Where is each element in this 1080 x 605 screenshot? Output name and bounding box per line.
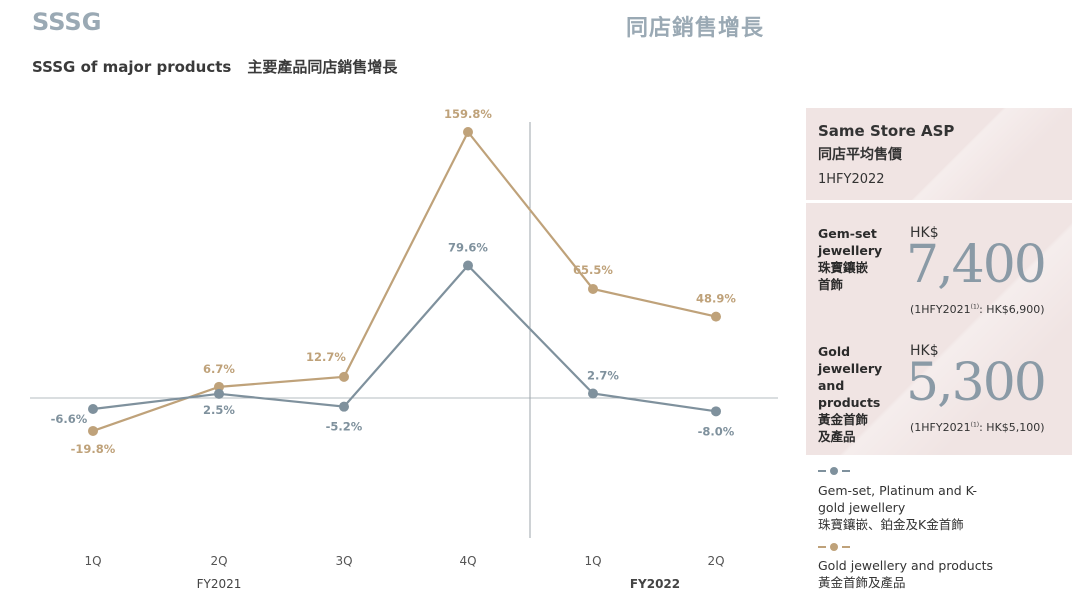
asp-values-panel: Gem-set jewellery 珠寶鑲嵌 首飾 HK$ 7,400 (1HF… (806, 203, 1072, 455)
data-label: 12.7% (306, 350, 346, 364)
asp-item-label-line: 珠寶鑲嵌 (818, 260, 869, 275)
x-tick-label: 2Q (707, 554, 724, 568)
data-point (214, 388, 224, 399)
chart-subtitle: SSSG of major products 主要產品同店銷售增長 (32, 56, 397, 77)
asp-title-zh: 同店平均售價 (818, 147, 902, 163)
data-label: 6.7% (203, 362, 235, 376)
data-point (88, 403, 98, 414)
data-label: 48.9% (696, 292, 736, 306)
asp-prev-value: : HK$5,100) (979, 421, 1045, 434)
data-point (88, 425, 98, 436)
data-label: 159.8% (444, 107, 492, 121)
x-tick-label: 1Q (84, 554, 101, 568)
asp-item-currency: HK$ (910, 343, 939, 359)
data-point (588, 388, 598, 399)
asp-period: 1HFY2022 (818, 172, 885, 187)
data-point (339, 401, 349, 412)
x-tick-label: 3Q (335, 554, 352, 568)
asp-item-label-line: Gem-set (818, 226, 877, 241)
data-label: -8.0% (698, 424, 735, 438)
sssg-line-chart: 1Q 2Q 3Q 4Q 1Q 2Q FY2021 FY2022 -19.8% 6.7% 12.7% 1… (30, 107, 778, 591)
x-group-label: FY2021 (197, 577, 242, 591)
asp-item-currency: HK$ (910, 225, 939, 241)
asp-header-panel: Same Store ASP 同店平均售價 1HFY2022 (806, 108, 1072, 200)
data-label: 65.5% (573, 263, 613, 277)
asp-item-label-line: 首飾 (818, 277, 844, 292)
x-group-label: FY2022 (630, 577, 680, 591)
footnote-ref: (1) (970, 421, 980, 429)
asp-item-label-line: products (818, 395, 881, 410)
data-point (588, 283, 598, 294)
data-label: -6.6% (51, 412, 88, 426)
asp-item-label-line: 及產品 (818, 429, 856, 444)
data-point (711, 311, 721, 322)
asp-title: Same Store ASP (818, 122, 955, 140)
legend-marker-gold (818, 543, 850, 551)
x-tick-label: 4Q (459, 554, 476, 568)
x-tick-label: 2Q (210, 554, 227, 568)
legend-entry-gemset: Gem-set, Platinum and K-gold jewellery 珠… (818, 482, 988, 533)
chart-subtitle-en: SSSG of major products (32, 58, 232, 76)
x-tick-label: 1Q (584, 554, 601, 568)
data-point (463, 127, 473, 137)
asp-item-label-line: Gold (818, 344, 851, 359)
asp-prev-label: (1HFY2021 (910, 421, 971, 434)
data-label: 2.5% (203, 403, 235, 417)
asp-item-label-line: and (818, 378, 845, 393)
data-point (711, 406, 721, 417)
asp-item-label: Gem-set jewellery 珠寶鑲嵌 首飾 (818, 225, 882, 293)
asp-item-previous: (1HFY2021(1): HK$5,100) (910, 421, 1045, 434)
legend-entry-gold: Gold jewellery and products 黃金首飾及產品 (818, 557, 993, 591)
legend-label-en: Gold jewellery and products (818, 558, 994, 573)
legend-label-zh: 黃金首飾及產品 (818, 575, 906, 590)
legend-marker-gemset (818, 467, 850, 475)
data-point (214, 381, 224, 392)
series-line (92, 129, 717, 432)
data-point (463, 260, 473, 271)
asp-item-label: Gold jewellery and products 黃金首飾 及產品 (818, 343, 882, 445)
data-label: 79.6% (448, 240, 488, 254)
asp-item-value: 7,400 (906, 235, 1047, 295)
series-line (92, 263, 717, 413)
chart-subtitle-zh: 主要產品同店銷售增長 (247, 58, 398, 76)
page-title: SSSG (32, 8, 102, 36)
data-label: -5.2% (326, 420, 363, 434)
asp-item-value: 5,300 (906, 353, 1047, 413)
data-label: -19.8% (71, 442, 116, 456)
asp-item-label-line: jewellery (818, 361, 883, 376)
page-title-zh: 同店銷售增長 (626, 16, 765, 41)
asp-item-previous: (1HFY2021(1): HK$6,900) (910, 303, 1045, 316)
data-label: 2.7% (587, 369, 619, 383)
footnote-ref: (1) (970, 303, 980, 311)
asp-prev-value: : HK$6,900) (979, 303, 1045, 316)
asp-prev-label: (1HFY2021 (910, 303, 971, 316)
data-point (339, 371, 349, 382)
asp-item-label-line: jewellery (818, 243, 883, 258)
asp-item-label-line: 黃金首飾 (818, 412, 869, 427)
legend-label-zh: 珠寶鑲嵌、鉑金及K金首飾 (818, 517, 964, 532)
legend-label-en: Gem-set, Platinum and K-gold jewellery (818, 483, 978, 515)
